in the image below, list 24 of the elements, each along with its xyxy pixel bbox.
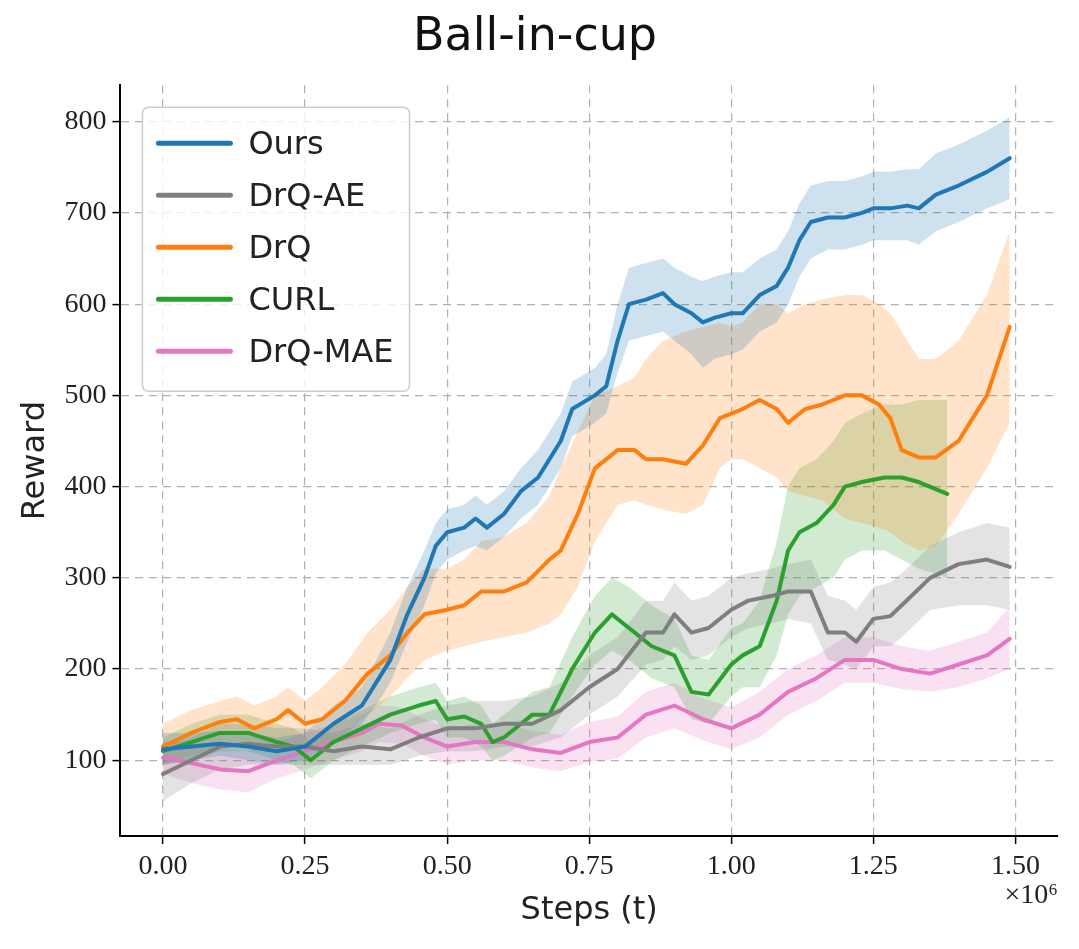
legend-label: CURL <box>248 279 335 318</box>
legend-label: DrQ-MAE <box>248 331 394 370</box>
chart-title: Ball-in-cup <box>412 6 658 61</box>
y-tick-label: 600 <box>64 286 107 318</box>
y-tick-label: 700 <box>64 195 107 227</box>
legend-label: DrQ <box>248 227 312 266</box>
x-tick-label: 1.25 <box>848 849 898 881</box>
x-tick-label: 0.25 <box>280 849 330 881</box>
y-tick-label: 200 <box>64 651 107 683</box>
x-tick-label: 1.00 <box>706 849 756 881</box>
legend-label: DrQ-AE <box>248 175 366 214</box>
y-tick-label: 400 <box>64 468 107 500</box>
y-tick-label: 800 <box>64 104 107 136</box>
y-axis-title: Reward <box>13 401 52 521</box>
y-tick-label: 300 <box>64 560 107 592</box>
y-tick-label: 500 <box>64 377 107 409</box>
x-axis-title: Steps (t) <box>520 889 658 928</box>
text: ×10⁶ <box>1004 878 1058 910</box>
x-tick-label: 1.50 <box>990 849 1040 881</box>
x-tick-label: 0.50 <box>422 849 472 881</box>
x-tick-label: 0.00 <box>138 849 188 881</box>
y-tick-label: 100 <box>64 742 107 774</box>
legend-label: Ours <box>248 123 324 162</box>
x-tick-label: 0.75 <box>564 849 614 881</box>
